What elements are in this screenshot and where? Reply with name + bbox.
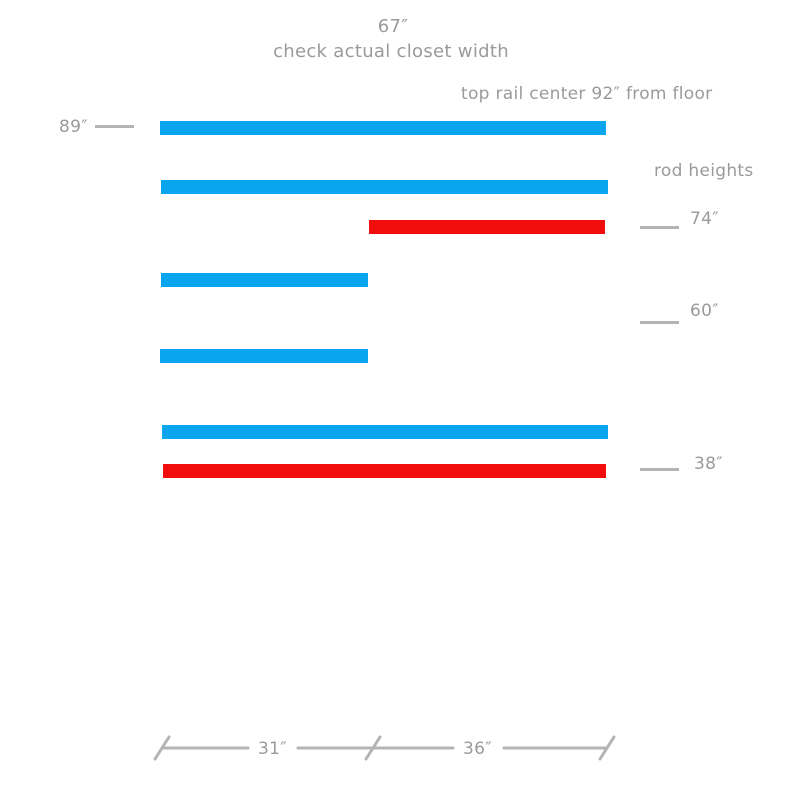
dimension-end-tick <box>153 735 171 761</box>
rod-heights-label: rod heights <box>654 161 754 181</box>
closet-width-label: 67″ <box>377 16 409 37</box>
height-label-89: 89″ <box>59 117 88 137</box>
height-label-60: 60″ <box>690 301 719 321</box>
top-rail-note: top rail center 92″ from floor <box>461 84 713 104</box>
dimension-end-tick <box>598 735 616 761</box>
dimension-mid-tick <box>364 735 382 761</box>
dimension-right-label: 36″ <box>463 739 492 759</box>
height-tick-89 <box>95 125 134 128</box>
rail-top <box>160 121 606 135</box>
rail-left-upper <box>161 273 368 287</box>
dimension-left-label: 31″ <box>258 739 287 759</box>
rod-right-74 <box>369 220 605 234</box>
height-label-74: 74″ <box>690 209 719 229</box>
height-tick-74 <box>640 226 679 229</box>
height-tick-38 <box>640 468 679 471</box>
height-tick-60 <box>640 321 679 324</box>
rail-upper-full <box>161 180 608 194</box>
closet-width-note: check actual closet width <box>273 41 509 62</box>
rail-lower-full <box>162 425 608 439</box>
rod-bottom-38 <box>163 464 606 478</box>
rail-left-lower <box>160 349 368 363</box>
height-label-38: 38″ <box>694 454 723 474</box>
